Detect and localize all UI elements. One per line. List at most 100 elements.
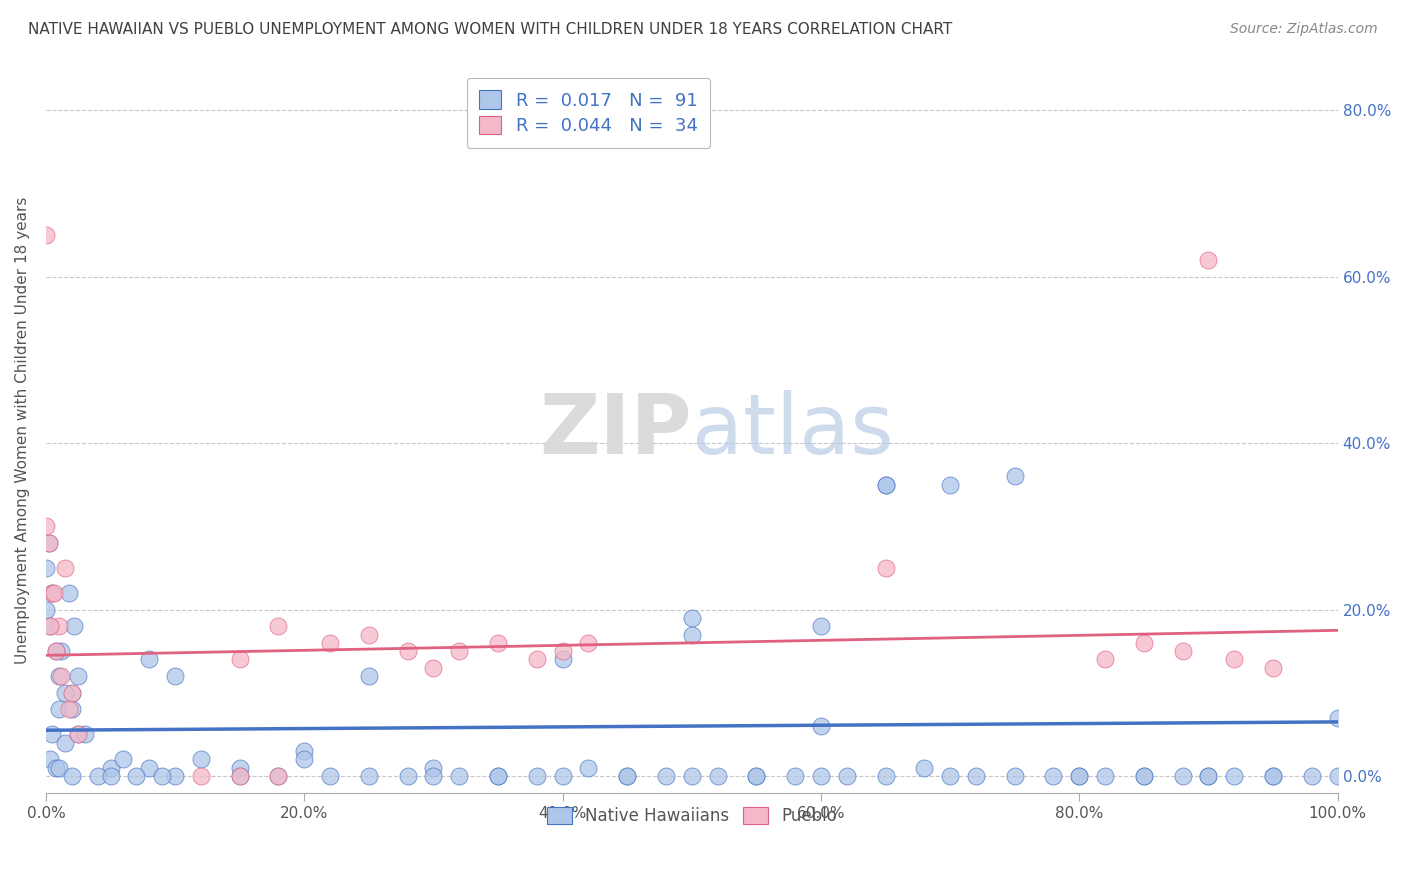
Point [835,769,858,783]
Point [67,669,90,683]
Point [357,627,380,641]
Point [486,769,509,783]
Point [228,769,250,783]
Point [41,727,63,741]
Point [60,769,83,783]
Point [1198,252,1220,267]
Point [138,761,160,775]
Point [1094,652,1116,666]
Text: Source: ZipAtlas.com: Source: ZipAtlas.com [1230,22,1378,37]
Point [228,761,250,775]
Point [35,519,58,533]
Point [38,536,60,550]
Point [48,702,70,716]
Point [53,686,76,700]
Point [53,561,76,575]
Text: ZIP: ZIP [540,390,692,471]
Text: atlas: atlas [692,390,894,471]
Point [449,769,471,783]
Point [1223,769,1246,783]
Point [48,669,70,683]
Point [912,761,935,775]
Point [875,477,897,491]
Point [100,769,122,783]
Point [1261,769,1284,783]
Text: NATIVE HAWAIIAN VS PUEBLO UNEMPLOYMENT AMONG WOMEN WITH CHILDREN UNDER 18 YEARS : NATIVE HAWAIIAN VS PUEBLO UNEMPLOYMENT A… [28,22,952,37]
Point [41,586,63,600]
Point [86,769,108,783]
Point [292,744,315,758]
Point [526,769,548,783]
Legend: Native Hawaiians, Pueblo: Native Hawaiians, Pueblo [537,797,846,835]
Point [63,619,86,633]
Point [396,644,419,658]
Point [35,602,58,616]
Point [60,702,83,716]
Point [1198,769,1220,783]
Point [578,761,600,775]
Point [939,477,962,491]
Point [45,644,67,658]
Point [396,769,419,783]
Point [681,611,703,625]
Point [551,644,574,658]
Point [112,752,135,766]
Point [1094,769,1116,783]
Point [38,536,60,550]
Point [965,769,987,783]
Point [706,769,728,783]
Point [1326,711,1348,725]
Point [810,619,832,633]
Point [578,636,600,650]
Point [422,661,444,675]
Point [100,761,122,775]
Point [48,761,70,775]
Point [810,719,832,733]
Point [45,644,67,658]
Point [228,769,250,783]
Point [1004,469,1026,483]
Point [875,561,897,575]
Point [38,752,60,766]
Point [810,769,832,783]
Point [60,686,83,700]
Point [875,477,897,491]
Point [1133,769,1156,783]
Point [357,669,380,683]
Point [1069,769,1091,783]
Point [616,769,638,783]
Point [58,586,80,600]
Point [319,769,342,783]
Point [73,727,96,741]
Point [422,761,444,775]
Point [190,769,212,783]
Point [1171,769,1194,783]
Point [1261,661,1284,675]
Point [267,769,290,783]
Point [138,652,160,666]
Point [1004,769,1026,783]
Point [319,636,342,650]
Point [449,644,471,658]
Point [745,769,768,783]
Y-axis label: Unemployment Among Women with Children Under 18 years: Unemployment Among Women with Children U… [15,197,30,665]
Point [38,619,60,633]
Point [875,769,897,783]
Point [655,769,678,783]
Point [1069,769,1091,783]
Point [125,769,148,783]
Point [681,769,703,783]
Point [67,727,90,741]
Point [48,619,70,633]
Point [785,769,807,783]
Point [35,227,58,242]
Point [616,769,638,783]
Point [1042,769,1064,783]
Point [228,652,250,666]
Point [551,769,574,783]
Point [1133,769,1156,783]
Point [41,586,63,600]
Point [292,752,315,766]
Point [51,669,73,683]
Point [1261,769,1284,783]
